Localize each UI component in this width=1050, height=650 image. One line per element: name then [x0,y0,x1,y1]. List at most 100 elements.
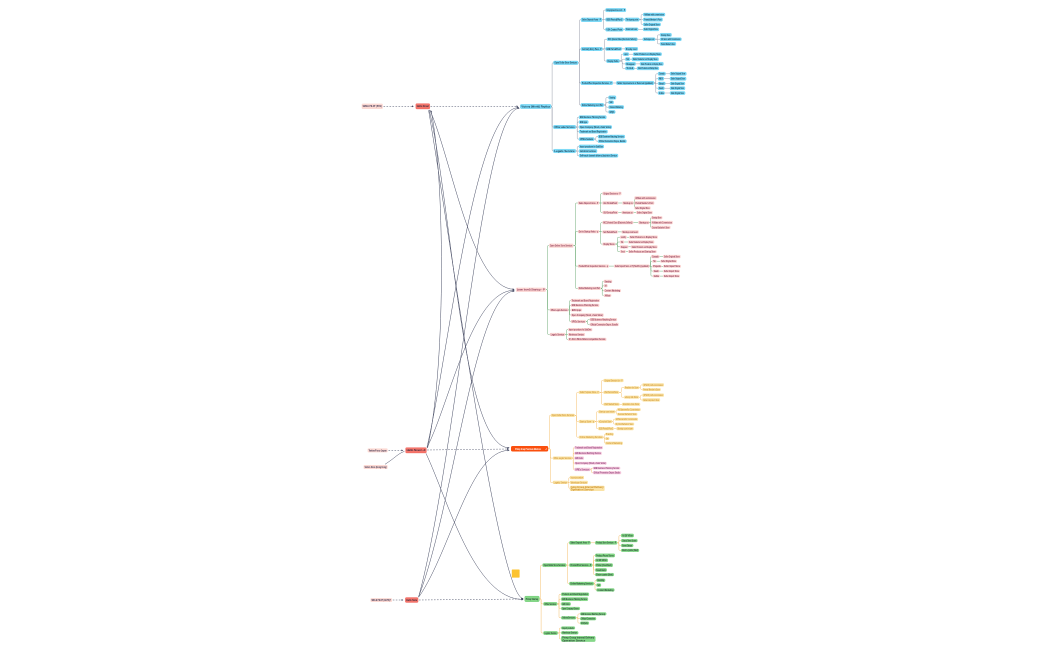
svg-text:Import products: Import products [562,626,574,630]
svg-text:Open Company (Stock, chain Vol: Open Company (Stock, chain Volza) [572,313,603,317]
svg-text:Product/Post Services - P: Product/Post Services - P [570,563,591,567]
svg-text:Hello Novel: Hello Novel [417,104,429,108]
svg-text:B2B Parts&Plus2: B2B Parts&Plus2 [607,18,623,22]
svg-text:Startup cost level: Startup cost level [622,230,637,234]
svg-text:↗: ↗ [545,448,548,451]
svg-text:Content Marketing: Content Marketing [598,588,614,592]
svg-text:All Items with Commission: All Items with Commission [661,37,680,41]
svg-text:Third-party point: Third-party point [626,18,638,22]
svg-text:Tab: Tab [621,240,623,244]
svg-text:Seller Original Store: Seller Original Store [661,259,676,263]
svg-text:Affiliate with commission: Affiliate with commission [635,196,655,200]
svg-text:Success Bachelor's Store: Success Bachelor's Store [618,412,637,416]
svg-text:India: India [659,91,664,95]
svg-text:Canada: Canada [659,72,665,76]
svg-text:Emptyhand tax LLC - P: Emptyhand tax LLC - P [607,8,625,12]
svg-text:Office Legals Services: Office Legals Services [551,308,568,312]
svg-text:SMILE PILOT (GETS)?: SMILE PILOT (GETS)? [371,598,391,602]
svg-text:MCC (Hosted Class (Electronic: MCC (Hosted Class (Electronic Sellers)) [603,221,632,225]
svg-text:Aim Parts&Plus2: Aim Parts&Plus2 [603,201,617,205]
svg-text:American xx: American xx [622,210,632,214]
svg-text:Product/Post Inspection Servic: Product/Post Inspection Services - p [579,264,608,268]
svg-text:It's Not A White Refund compet: It's Not A White Refund competition Serv… [569,337,606,341]
svg-text:Seller Import/ Serv. or P (Plu: Seller Import/ Serv. or P (Plus/Pro) (up… [615,264,649,268]
svg-text:Trademark and Brand Registrati: Trademark and Brand Registration [575,446,602,450]
svg-text:Seller Products on Display Sto: Seller Products on Display Store [632,245,657,249]
svg-text:(IPSOS) with commission: (IPSOS) with commission [643,393,663,397]
svg-text:a poster: a poster [624,52,628,56]
svg-text:Seller Products on Display Sto: Seller Products on Display Store [634,52,661,56]
svg-text:Popula: Popula [653,264,661,268]
svg-text:All GIF ARish: All GIF ARish [622,533,633,537]
svg-text:Startup cost store: Startup cost store [599,410,615,414]
svg-text:(own level) Startup - P: (own level) Startup - P [517,288,545,292]
svg-text:Sell: Sell [605,284,607,288]
svg-text:Import procedures for Sale/Own: Import procedures for Sale/Own [569,328,591,332]
svg-text:Products and Brand Registratio: Products and Brand Registration [562,592,588,596]
svg-text:Seller Original Store: Seller Original Store [671,81,684,85]
svg-text:Premial Member's Store: Premial Member's Store [661,42,675,46]
svg-text:Trademark and Brand Registrati: Trademark and Brand Registration [572,298,599,302]
svg-text:B2B Business Planning Service: B2B Business Planning Service [572,303,599,307]
svg-text:Seller Original Store: Seller Original Store [671,77,685,81]
svg-text:EPIQS: EPIQS [610,110,615,114]
svg-text:Warehouse Services: Warehouse Services [569,332,584,336]
svg-text:Twitter/Force Japan: Twitter/Force Japan [369,448,387,452]
svg-text:eComp lab Store: eComp lab Store [625,395,638,399]
svg-text:Smart Bank: Smart Bank [596,568,606,572]
svg-text:Open Dollar Store Services: Open Dollar Store Services [544,563,566,567]
svg-text:Seller Products and Startup St: Seller Products and Startup Store [638,66,658,70]
svg-text:Display cost: Display cost [626,47,637,51]
svg-text:Victory (World) Replica: Victory (World) Replica [521,104,550,108]
svg-text:B2B Business Planning Service: B2B Business Planning Service [580,115,606,119]
svg-text:Seller Original Store: Seller Original Store [644,27,658,31]
svg-text:Branding: Branding [598,578,605,582]
svg-text:B2B Parts&Plus2: B2B Parts&Plus2 [599,427,613,431]
svg-text:UPIEnchantude: UPIEnchantude [580,137,594,141]
svg-text:Seller Original Store: Seller Original Store [671,86,684,90]
svg-text:USA Created Point: USA Created Point [607,27,623,31]
svg-text:tax/refund services: tax/refund services [580,149,596,153]
svg-text:Open Company (Stock, chain Vol: Open Company (Stock, chain Volza) [575,461,605,465]
svg-text:Universal Loan: Universal Loan [626,27,637,31]
svg-text:(smg Group Internal Delivery: (smg Group Internal Delivery [571,485,604,489]
svg-text:Seller Original Store: Seller Original Store [671,72,686,76]
svg-text:Seller Products on Display Sto: Seller Products on Display Store [641,62,663,66]
svg-text:Hello Novel +0: Hello Novel +0 [407,448,426,452]
svg-text:Original Session for - P: Original Session for - P [604,378,622,382]
svg-text:Legals Service: Legals Service [551,332,565,336]
svg-text:Open Online Store Services: Open Online Store Services [550,244,573,248]
svg-text:Event Dance: Event Dance [622,543,632,547]
svg-text:Open Dollar Store Services: Open Dollar Store Services [555,61,578,65]
svg-text:Seller Deals/cut on Display St: Seller Deals/cut on Display Store [629,240,654,244]
svg-text:Disappear: Disappear [621,245,628,249]
svg-text:Seller Original Store: Seller Original Store [671,91,684,95]
svg-text:B2B Jobs: B2B Jobs [562,602,570,606]
svg-text:Product Prices/ Stores: Product Prices/ Stores [596,553,614,557]
svg-text:Seller Original Store: Seller Original Store [635,206,649,210]
svg-text:Premial Member's Point: Premial Member's Point [635,201,653,205]
svg-text:Office Legals Services: Office Legals Services [554,456,572,460]
svg-text:Native Interpreter's Store: Native Interpreter's Store [643,398,659,402]
svg-text:Operation Service: Operation Service [571,488,594,492]
svg-text:Content Marketing: Content Marketing [605,289,621,293]
svg-text:Tab: Tab [626,57,629,61]
svg-text:UPIEs Services: UPIEs Services [572,319,585,323]
svg-text:Seller Purpose Store - P: Seller Purpose Store - P [580,390,599,394]
svg-text:B2B Apps: B2B Apps [580,120,588,124]
svg-text:Tab: Tab [653,259,656,263]
svg-text:Import procedure: Import procedure [571,475,583,479]
svg-text:Display Stores: Display Stores [603,242,614,246]
svg-text:Product/Post Inspection Servic: Product/Post Inspection Services - P [582,81,612,85]
svg-text:All Banners/for Commission: All Banners/for Commission [616,417,638,421]
svg-text:Affiliate: Affiliate [605,293,611,297]
svg-text:Warehouse Services: Warehouse Services [571,480,588,484]
svg-text:Sales Deposit Area - P: Sales Deposit Area - P [579,201,599,205]
svg-text:Legals Service: Legals Service [554,149,575,153]
svg-text:Sales Deposit Area - P: Sales Deposit Area - P [570,541,589,545]
svg-text:Open Company/ Stores: Open Company/ Stores [562,606,579,610]
svg-text:Sellers Store (Hong Kong): Sellers Store (Hong Kong) [365,465,387,469]
svg-text:Affiliate with Commission: Affiliate with Commission [652,221,672,225]
svg-text:Operation Service: Operation Service [562,638,585,642]
svg-text:Trademark and Brand Registrati: Trademark and Brand Registration [580,130,607,134]
